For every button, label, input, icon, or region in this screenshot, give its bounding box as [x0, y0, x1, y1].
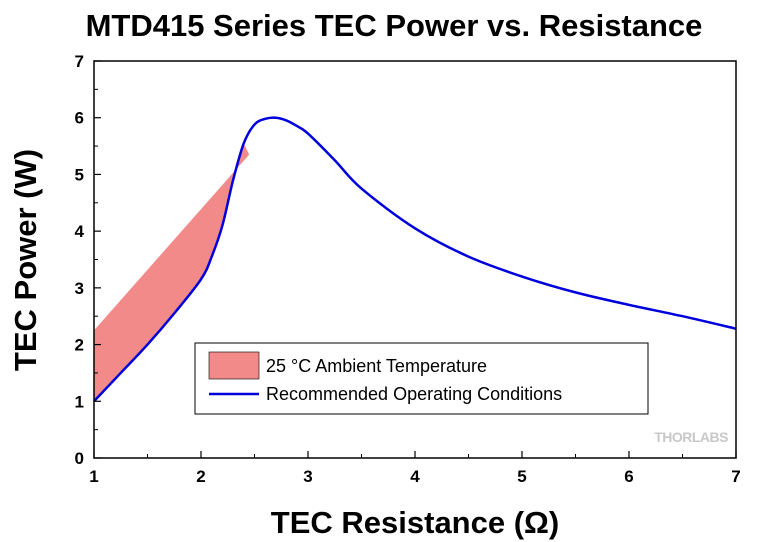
x-tick-label: 4 [410, 467, 420, 486]
legend-label-line: Recommended Operating Conditions [266, 384, 562, 404]
x-tick-label: 7 [731, 467, 740, 486]
y-axis-label: TEC Power (W) [8, 149, 43, 371]
y-tick-label: 0 [75, 449, 84, 468]
x-axis-label: TEC Resistance (Ω) [271, 505, 559, 540]
legend: 25 °C Ambient Temperature Recommended Op… [194, 342, 649, 415]
y-tick-label: 6 [75, 109, 84, 128]
y-tick-label: 5 [75, 165, 84, 184]
watermark-logo: THORLABS [654, 429, 728, 445]
y-tick-label: 2 [75, 336, 84, 355]
x-tick-label: 1 [89, 467, 98, 486]
y-tick-label: 4 [75, 222, 85, 241]
legend-swatch-band [208, 351, 260, 380]
legend-label-band: 25 °C Ambient Temperature [266, 356, 487, 376]
x-tick-label: 2 [196, 467, 205, 486]
x-tick-label: 6 [624, 467, 633, 486]
x-tick-label: 5 [517, 467, 526, 486]
y-tick-label: 1 [75, 392, 84, 411]
x-tick-label: 3 [303, 467, 312, 486]
legend-box [194, 342, 649, 415]
plot-area [93, 116, 737, 403]
chart-title: MTD415 Series TEC Power vs. Resistance [86, 8, 703, 43]
y-tick-label: 7 [75, 52, 84, 71]
y-tick-label: 3 [75, 279, 84, 298]
band-ambient-25c [94, 143, 250, 402]
series-line-recommended [93, 116, 737, 403]
